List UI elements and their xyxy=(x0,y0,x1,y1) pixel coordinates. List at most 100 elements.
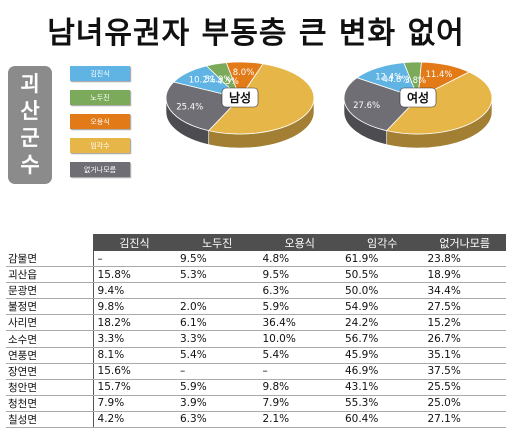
table-cell: 60.4% xyxy=(340,411,424,429)
table-cell: 24.2% xyxy=(340,314,424,332)
table-cell: – xyxy=(93,251,176,268)
table-cell: 6.3% xyxy=(176,411,259,429)
table-row: 청천면 7.9% 3.9% 7.9% 55.3% 25.0% xyxy=(6,395,506,412)
pie-center-text: 남성 xyxy=(229,90,251,105)
table-row: 연풍면 8.1% 5.4% 5.4% 45.9% 35.1% xyxy=(6,347,506,364)
table-cell: 61.9% xyxy=(340,251,424,268)
table-cell: 9.8% xyxy=(258,379,341,396)
table-cell: 56.7% xyxy=(340,330,424,348)
table-cell: 4.8% xyxy=(258,251,341,268)
legend-item-none: 없거나모름 xyxy=(70,162,130,177)
row-name: 불정면 xyxy=(6,298,94,316)
table-row: 감물면 –9.5% 4.8% 61.9% 23.8% xyxy=(6,251,506,268)
table-cell: 7.9% xyxy=(93,395,176,412)
pie-value-label: 25.4% xyxy=(176,103,203,113)
table-cell: 8.1% xyxy=(93,347,176,364)
table-cell: 25.0% xyxy=(423,395,506,412)
table-header-blank xyxy=(6,234,94,251)
table-cell: 36.4% xyxy=(258,314,341,332)
table-cell: 46.9% xyxy=(340,363,424,380)
region-label-char: 산 xyxy=(20,99,40,123)
table-cell: 34.4% xyxy=(423,282,506,300)
table-cell: 5.4% xyxy=(258,347,341,364)
row-name: 청안면 xyxy=(6,379,94,396)
table-cell: 43.1% xyxy=(340,379,424,396)
table-cell: 27.5% xyxy=(423,298,506,316)
pie-center-label: 여성 xyxy=(399,87,437,108)
region-label-char: 수 xyxy=(20,153,40,177)
table-cell: 2.1% xyxy=(258,411,341,429)
table-cell: 5.9% xyxy=(176,379,259,396)
table-cell: 3.3% xyxy=(93,330,176,348)
table-cell: 9.5% xyxy=(176,251,259,268)
table-row: 사리면 18.2% 6.1% 36.4% 24.2% 15.2% xyxy=(6,314,506,332)
table-cell: 35.1% xyxy=(423,347,506,364)
table-row: 청안면 15.7% 5.9% 9.8% 43.1% 25.5% xyxy=(6,379,506,396)
table-cell: 9.5% xyxy=(258,266,341,284)
table-cell: 15.7% xyxy=(93,379,176,396)
row-name: 청천면 xyxy=(6,395,94,412)
table-cell: 5.3% xyxy=(176,266,259,284)
table-cell: 9.4% xyxy=(93,282,176,300)
table-cell: 55.3% xyxy=(340,395,424,412)
table-cell: 26.7% xyxy=(423,330,506,348)
table-cell: 4.2% xyxy=(93,411,176,429)
table-row: 괴산읍 15.8% 5.3% 9.5% 50.5% 18.9% xyxy=(6,266,506,284)
table-cell: 18.2% xyxy=(93,314,176,332)
row-name: 칠성면 xyxy=(6,411,94,429)
row-name: 사리면 xyxy=(6,314,94,332)
page-title: 남녀유권자 부동층 큰 변화 없어 xyxy=(47,16,465,51)
region-label-char: 군 xyxy=(20,126,40,150)
results-table: 김진식 노두진 오용식 임각수 없거나모름 감물면 –9.5% 4.8% 61.9% 2… xyxy=(6,234,506,429)
pie-slice-none xyxy=(343,77,419,132)
table-cell: 9.8% xyxy=(93,298,176,316)
table-header: 없거나모름 xyxy=(423,234,506,251)
chart-legend: 김진식 노두진 오용식 임각수 없거나모름 xyxy=(70,66,130,186)
region-label: 괴 산 군 수 xyxy=(8,66,52,184)
table-cell: 50.5% xyxy=(340,266,424,284)
pie-value-label: 44.8% xyxy=(382,75,409,85)
table-cell: 25.5% xyxy=(423,379,506,396)
table-cell: 7.9% xyxy=(258,395,341,412)
table-cell: 15.6% xyxy=(93,363,176,380)
table-row: 문광면 9.4% 6.3% 50.0% 34.4% xyxy=(6,282,506,300)
table-cell: 6.1% xyxy=(176,314,259,332)
table-cell: 45.9% xyxy=(340,347,424,364)
table-cell: 3.9% xyxy=(176,395,259,412)
pie-value-label: 3.8% xyxy=(404,76,426,86)
table-cell: 23.8% xyxy=(423,251,506,268)
pie-slice-im xyxy=(385,71,493,135)
table-header: 임각수 xyxy=(340,234,424,251)
row-name: 문광면 xyxy=(6,282,94,300)
table-cell: 2.0% xyxy=(176,298,259,316)
region-label-char: 괴 xyxy=(20,72,40,96)
table-row: 소수면 3.3% 3.3% 10.0% 56.7% 26.7% xyxy=(6,330,506,348)
table-cell: 54.9% xyxy=(340,298,424,316)
table-header: 노두진 xyxy=(176,234,259,251)
pie-center-text: 여성 xyxy=(407,90,429,105)
table-header-row: 김진식 노두진 오용식 임각수 없거나모름 xyxy=(6,234,506,251)
table-cell: 10.0% xyxy=(258,330,341,348)
row-name: 장연면 xyxy=(6,363,94,380)
pie-value-label: 51.9% xyxy=(204,75,231,85)
table-cell: 6.3% xyxy=(258,282,341,300)
table-header: 김진식 xyxy=(93,234,176,251)
pie-value-label: 27.6% xyxy=(353,101,380,111)
row-name: 소수면 xyxy=(6,330,94,348)
table-cell: 27.1% xyxy=(423,411,506,429)
legend-item-no: 노두진 xyxy=(70,90,130,105)
table-cell: 3.3% xyxy=(176,330,259,348)
table-cell: – xyxy=(258,363,341,380)
table-header: 오용식 xyxy=(258,234,341,251)
legend-item-kim: 김진식 xyxy=(70,66,130,81)
table-cell: 18.9% xyxy=(423,266,506,284)
row-name: 괴산읍 xyxy=(6,266,94,284)
pie-value-label: 12.4% xyxy=(375,72,402,82)
table-cell: – xyxy=(176,363,259,380)
pie-chart-female: 27.6% 12.4% 3.8%11.4% 44.8% 여성 xyxy=(343,61,493,149)
table-row: 불정면 9.8% 2.0% 5.9% 54.9% 27.5% xyxy=(6,298,506,316)
table-cell: 15.8% xyxy=(93,266,176,284)
pie-value-label: 4.5% xyxy=(217,77,239,87)
row-name: 연풍면 xyxy=(6,347,94,364)
legend-item-oh: 오용식 xyxy=(70,114,130,129)
